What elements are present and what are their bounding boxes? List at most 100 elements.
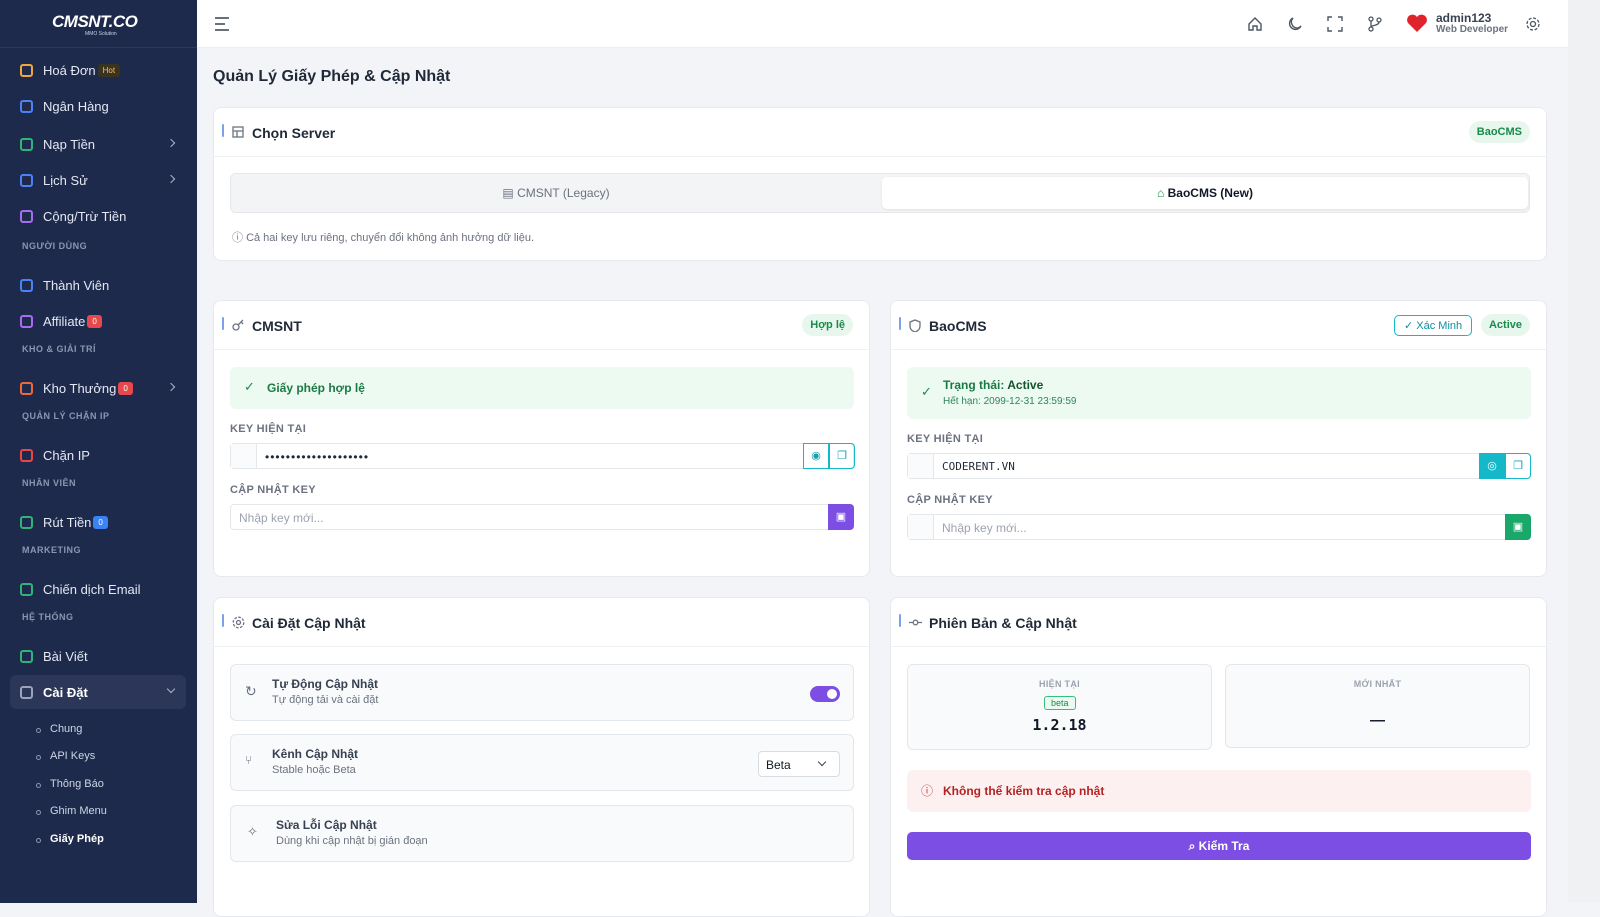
row-title: Sửa Lỗi Cập Nhật xyxy=(276,818,377,832)
menu-label: Kho Thưởng xyxy=(43,380,117,396)
setting-row[interactable]: ✧ Sửa Lỗi Cập Nhật Dùng khi cập nhật bị … xyxy=(230,805,854,862)
menu-label: Lịch Sử xyxy=(43,172,88,188)
verify-button[interactable]: ✓ Xác Minh xyxy=(1394,315,1473,336)
menu-icon xyxy=(20,649,33,663)
channel-badge: beta xyxy=(1044,696,1076,710)
server-option-active[interactable]: ⌂ BaoCMS (New) xyxy=(882,177,1528,209)
latest-version-box: MỚI NHẤT — xyxy=(1225,664,1530,748)
menu-label: Cộng/Trừ Tiền xyxy=(43,208,127,224)
field-label: CẬP NHẬT KEY xyxy=(230,484,316,496)
sidebar: CMSNT.CO MMO Solution Hoá Đơn Hot Ngân Hàn… xyxy=(0,0,197,903)
copy-button[interactable]: ❐ xyxy=(1505,453,1531,479)
menu-chevron xyxy=(166,382,176,392)
server-icon xyxy=(232,126,244,138)
field-label: KEY HIỆN TẠI xyxy=(230,423,307,435)
menu-item[interactable]: Kho Thưởng 0 xyxy=(10,371,186,405)
error-icon: ⓘ xyxy=(921,784,934,798)
menu-badge: Hot xyxy=(97,63,121,77)
topbar: admin123 Web Developer xyxy=(197,0,1568,48)
placeholder: Nhập key mới... xyxy=(942,521,1027,535)
option-label: BaoCMS (New) xyxy=(1167,186,1253,200)
menu-icon xyxy=(20,448,33,462)
new-key-input[interactable]: Nhập key mới... ▣ xyxy=(230,504,854,530)
fullscreen-icon[interactable] xyxy=(1327,16,1343,32)
card-header: BaoCMS ✓ Xác Minh Active xyxy=(891,301,1546,350)
save-button[interactable]: ▣ xyxy=(828,504,854,530)
submenu-item[interactable]: API Keys xyxy=(36,750,95,762)
user-name[interactable]: admin123 xyxy=(1436,11,1492,25)
menu-item[interactable]: Rút Tiền 0 xyxy=(10,505,186,539)
accent-bar xyxy=(899,317,901,330)
user-role: Web Developer xyxy=(1436,24,1509,35)
menu-item[interactable]: Hoá Đơn Hot xyxy=(10,53,186,87)
menu-label: Ngân Hàng xyxy=(43,98,109,114)
menu-label: Cài Đặt xyxy=(43,684,88,700)
menu-icon xyxy=(20,314,33,328)
menu-item[interactable]: Chiến dịch Email xyxy=(10,572,186,606)
menu-item[interactable]: Lịch Sử xyxy=(10,163,186,197)
shield-icon xyxy=(908,454,934,478)
scrollbar[interactable] xyxy=(1568,0,1600,903)
gear-icon xyxy=(232,616,245,629)
hide-button[interactable]: ◎ xyxy=(1479,453,1505,479)
button-label: Xác Minh xyxy=(1416,320,1463,332)
menu-item[interactable]: Cài Đặt xyxy=(10,675,186,709)
setting-row: ⑂ Kênh Cập Nhật Stable hoặc Beta Beta xyxy=(230,734,854,791)
branch-icon[interactable] xyxy=(1367,16,1383,32)
card-title: Cài Đặt Cập Nhật xyxy=(252,615,366,631)
menu-item[interactable]: Nạp Tiền xyxy=(10,127,186,161)
menu-section: MARKETING xyxy=(22,545,81,555)
version-number: — xyxy=(1370,712,1385,729)
submenu-label: Giấy Phép xyxy=(50,832,104,845)
submenu-item[interactable]: Giấy Phép xyxy=(36,833,104,845)
server-card: Chọn Server BaoCMS ▤ CMSNT (Legacy) ⌂ Ba… xyxy=(213,107,1547,261)
avatar-heart[interactable] xyxy=(1406,13,1428,33)
select-value: Beta xyxy=(766,758,791,772)
row-subtitle: Stable hoặc Beta xyxy=(272,764,356,776)
copy-button[interactable]: ❐ xyxy=(829,443,855,469)
menu-item[interactable]: Bài Viết xyxy=(10,639,186,673)
menu-item[interactable]: Ngân Hàng xyxy=(10,89,186,123)
menu-section: NHÂN VIÊN xyxy=(22,478,77,488)
logo[interactable]: CMSNT.CO MMO Solution xyxy=(0,0,197,48)
theme-icon[interactable] xyxy=(1287,16,1303,32)
submenu-item[interactable]: Thông Báo xyxy=(36,778,104,790)
logo-text: CMSNT.CO xyxy=(52,12,138,31)
menu-section: HỆ THỐNG xyxy=(22,612,74,622)
placeholder: Nhập key mới... xyxy=(239,511,324,525)
menu-item[interactable]: Chặn IP xyxy=(10,438,186,472)
expiry: Hết hạn: 2099-12-31 23:59:59 xyxy=(943,396,1077,407)
server-option[interactable]: ▤ CMSNT (Legacy) xyxy=(502,186,610,200)
show-button[interactable]: ◉ xyxy=(803,443,829,469)
row-title: Tự Động Cập Nhật xyxy=(272,677,379,691)
settings-icon[interactable] xyxy=(1525,16,1541,32)
menu-badge: 0 xyxy=(93,515,108,529)
menu-label: Thành Viên xyxy=(43,277,110,293)
menu-label: Chặn IP xyxy=(43,447,90,463)
toggle[interactable] xyxy=(810,686,840,702)
submenu-label: Ghim Menu xyxy=(50,805,107,818)
accent-bar xyxy=(899,614,901,627)
status-prefix: Trạng thái: xyxy=(943,378,1005,392)
key-input[interactable]: •••••••••••••••••••• ◉ ❐ xyxy=(230,443,855,469)
menu-item[interactable]: Affiliate 0 xyxy=(10,304,186,338)
error-box: ⓘ Không thể kiểm tra cập nhật xyxy=(907,770,1531,812)
save-button[interactable]: ▣ xyxy=(1505,514,1531,540)
row-title: Kênh Cập Nhật xyxy=(272,747,359,761)
channel-select[interactable]: Beta xyxy=(758,751,840,777)
row-subtitle: Dùng khi cập nhật bị gián đoạn xyxy=(276,835,428,847)
box-label: HIỆN TẠI xyxy=(1039,679,1080,689)
check-icon: ✓ xyxy=(244,379,255,394)
submenu-item[interactable]: Ghim Menu xyxy=(36,805,107,817)
check-button[interactable]: ⌕ Kiểm Tra xyxy=(907,832,1531,860)
key-input[interactable]: CODERENT.VN ◎ ❐ xyxy=(907,453,1531,479)
menu-item[interactable]: Cộng/Trừ Tiền xyxy=(10,199,186,233)
new-key-input[interactable]: Nhập key mới... ▣ xyxy=(907,514,1531,540)
menu-toggle[interactable] xyxy=(214,17,230,31)
menu-item[interactable]: Thành Viên xyxy=(10,268,186,302)
home-icon[interactable] xyxy=(1247,16,1263,32)
note-text: Cả hai key lưu riêng, chuyển đổi không ả… xyxy=(246,232,535,244)
setting-row: ↻ Tự Động Cập Nhật Tự động tải và cài đặ… xyxy=(230,664,854,721)
status-text: Giấy phép hợp lệ xyxy=(267,381,365,395)
submenu-item[interactable]: Chung xyxy=(36,723,82,735)
